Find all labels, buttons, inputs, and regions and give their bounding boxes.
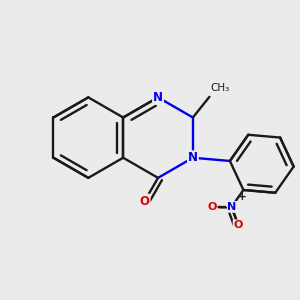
Text: N: N [227,202,236,212]
Text: N: N [188,151,198,164]
Text: O: O [140,195,150,208]
Text: −: − [218,201,228,214]
Text: O: O [207,202,217,212]
Text: O: O [234,220,243,230]
Text: CH₃: CH₃ [210,83,230,93]
Text: N: N [153,91,163,104]
Text: +: + [238,192,246,202]
